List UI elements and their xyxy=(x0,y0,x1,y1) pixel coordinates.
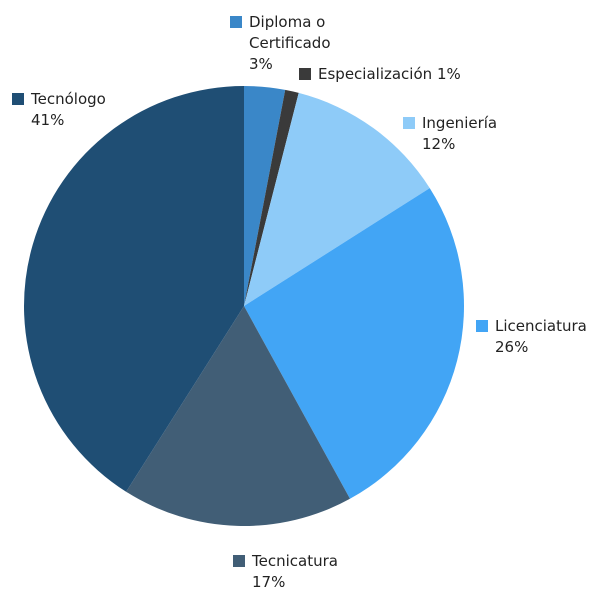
category-label: Especialización xyxy=(318,65,433,83)
legend-swatch xyxy=(230,16,242,28)
value-label: 1% xyxy=(436,65,461,83)
legend-swatch xyxy=(299,68,311,80)
legend-label: Ingeniería 12% xyxy=(403,113,497,155)
category-label: Ingeniería xyxy=(422,114,498,132)
pie-slice xyxy=(244,86,286,306)
legend-label: Tecnólogo 41% xyxy=(12,89,106,131)
pie-slice xyxy=(244,89,299,306)
legend-label: Diploma o Certificado 3% xyxy=(230,12,359,75)
category-label: Tecnólogo xyxy=(31,90,106,108)
value-label: 41% xyxy=(31,111,65,129)
pie-slice xyxy=(24,86,244,492)
category-label: Tecnicatura xyxy=(252,552,338,570)
pie-slice xyxy=(244,92,430,306)
category-label: Diploma o Certificado xyxy=(249,13,331,52)
legend-swatch xyxy=(403,117,415,129)
pie-slice xyxy=(244,188,464,499)
value-label: 12% xyxy=(422,135,456,153)
legend-label: Licenciatura 26% xyxy=(476,316,587,358)
value-label: 17% xyxy=(252,573,286,591)
category-label: Licenciatura xyxy=(495,317,587,335)
pie-slice xyxy=(126,306,350,526)
value-label: 3% xyxy=(249,55,273,73)
legend-swatch xyxy=(12,93,24,105)
legend-swatch xyxy=(476,320,488,332)
value-label: 26% xyxy=(495,338,529,356)
legend-label: Tecnicatura 17% xyxy=(233,551,338,591)
legend-swatch xyxy=(233,555,245,567)
legend-label: Especialización 1% xyxy=(299,64,461,85)
